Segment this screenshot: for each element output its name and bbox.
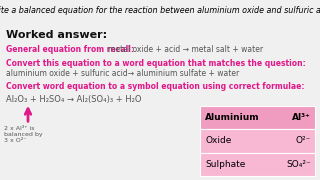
Text: Al₂O₃ + H₂SO₄ → Al₂(SO₄)₃ + H₂O: Al₂O₃ + H₂SO₄ → Al₂(SO₄)₃ + H₂O <box>6 95 141 104</box>
Text: SO₄²⁻: SO₄²⁻ <box>286 160 311 169</box>
Text: Al³⁺: Al³⁺ <box>292 113 311 122</box>
Text: 2 x Al³⁺ is
balanced by
3 x O²⁻: 2 x Al³⁺ is balanced by 3 x O²⁻ <box>4 126 43 143</box>
Text: General equation from recall:: General equation from recall: <box>6 45 137 54</box>
Text: Oxide: Oxide <box>205 136 231 145</box>
Text: Aluminium: Aluminium <box>205 113 260 122</box>
Text: Convert word equation to a symbol equation using correct formulae:: Convert word equation to a symbol equati… <box>6 82 305 91</box>
Bar <box>200 153 315 176</box>
Text: aluminium oxide + sulfuric acid→ aluminium sulfate + water: aluminium oxide + sulfuric acid→ alumini… <box>6 69 239 78</box>
Text: "Write a balanced equation for the reaction between aluminium oxide and sulfuric: "Write a balanced equation for the react… <box>0 6 320 15</box>
Text: Sulphate: Sulphate <box>205 160 245 169</box>
Text: Worked answer:: Worked answer: <box>6 30 107 40</box>
Text: Convert this equation to a word equation that matches the question:: Convert this equation to a word equation… <box>6 59 306 68</box>
Text: O²⁻: O²⁻ <box>296 136 311 145</box>
Bar <box>200 129 315 153</box>
Text: metal oxide + acid → metal salt + water: metal oxide + acid → metal salt + water <box>108 45 263 54</box>
Bar <box>200 106 315 129</box>
